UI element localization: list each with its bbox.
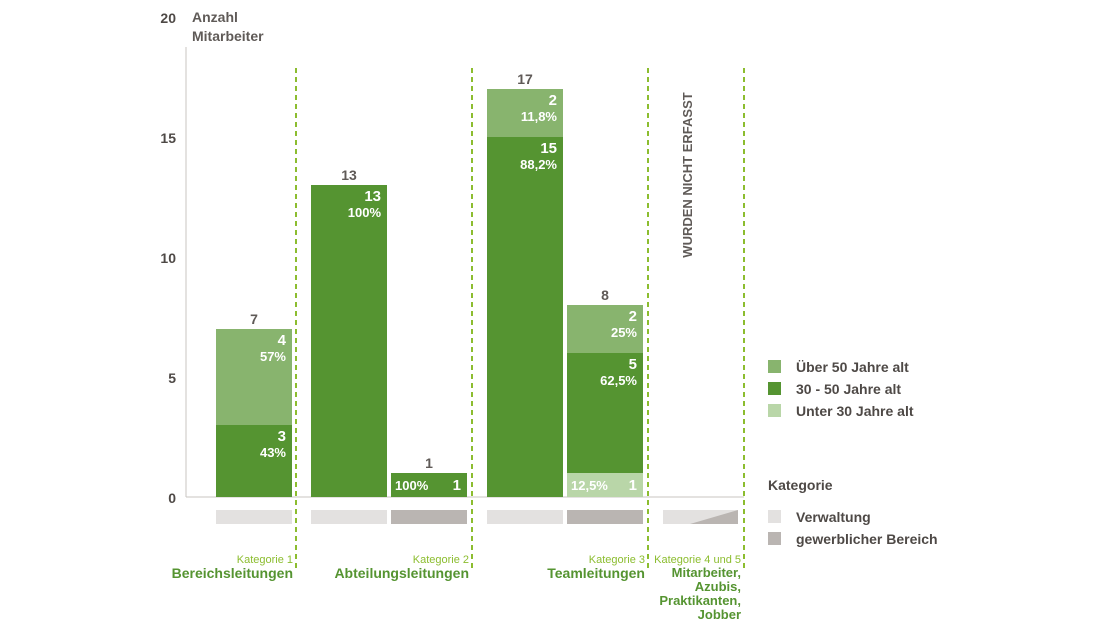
segment-percent-label: 12,5% <box>571 478 608 493</box>
bar-segment <box>216 425 292 497</box>
segment-value-label: 15 <box>540 140 557 157</box>
segment-percent-label: 62,5% <box>600 373 637 388</box>
legend-swatch <box>768 382 781 395</box>
legend-label: Verwaltung <box>796 509 871 525</box>
category-legend-title: Kategorie <box>768 477 833 493</box>
y-tick-label: 20 <box>160 10 176 26</box>
bar-segment <box>567 305 643 353</box>
legend-swatch <box>768 510 781 523</box>
y-tick-label: 0 <box>168 490 176 506</box>
area-indicator-swatch <box>690 510 738 524</box>
area-indicator-swatch <box>567 510 643 524</box>
legend-swatch <box>768 360 781 373</box>
bar-total-label: 1 <box>425 455 433 471</box>
group-category-label: Kategorie 2 <box>413 554 469 566</box>
segment-value-label: 2 <box>629 308 637 325</box>
area-indicator-swatch <box>311 510 387 524</box>
bar-total-label: 7 <box>250 311 258 327</box>
bar-segment <box>567 353 643 473</box>
segment-value-label: 3 <box>278 428 286 445</box>
group-name-label: Abteilungsleitungen <box>334 565 469 581</box>
legend-swatch <box>768 532 781 545</box>
y-tick-label: 15 <box>160 130 176 146</box>
legend-label: gewerblicher Bereich <box>796 531 938 547</box>
area-indicator-swatch <box>216 510 292 524</box>
bar-segment <box>567 473 643 497</box>
group-name-label: Bereichsleitungen <box>172 565 293 581</box>
segment-percent-label: 43% <box>260 445 286 460</box>
segment-percent-label: 25% <box>611 325 637 340</box>
legend-label: 30 - 50 Jahre alt <box>796 381 901 397</box>
segment-value-label: 5 <box>629 356 637 373</box>
segment-value-label: 13 <box>364 188 381 205</box>
area-indicator-swatch <box>391 510 467 524</box>
legend-label: Unter 30 Jahre alt <box>796 403 914 419</box>
bar-segment <box>391 473 467 497</box>
y-tick-label: 10 <box>160 250 176 266</box>
bar-total-label: 13 <box>341 167 357 183</box>
y-axis-title: Anzahl Mitarbeiter <box>192 9 264 44</box>
segment-percent-label: 11,8% <box>521 109 558 124</box>
segment-percent-label: 57% <box>260 349 286 364</box>
segment-value-label: 2 <box>549 92 557 109</box>
group-name-label: Teamleitungen <box>547 565 645 581</box>
segment-percent-label: 88,2% <box>520 157 557 172</box>
bar-segment <box>487 137 563 497</box>
segment-percent-label: 100% <box>395 478 429 493</box>
bar-segment <box>311 185 387 497</box>
y-tick-label: 5 <box>168 370 176 386</box>
group-category-label: Kategorie 3 <box>589 554 645 566</box>
segment-value-label: 1 <box>629 477 637 494</box>
bar-total-label: 17 <box>517 71 533 87</box>
segment-value-label: 4 <box>278 332 287 349</box>
group-category-label: Kategorie 4 und 5 <box>654 554 741 566</box>
segment-value-label: 1 <box>453 477 461 494</box>
group-name-label: Mitarbeiter, Azubis, Praktikanten, Jobber <box>659 565 741 622</box>
bar-segment <box>487 89 563 137</box>
bar-total-label: 8 <box>601 287 609 303</box>
area-indicator-swatch <box>487 510 563 524</box>
bar-segment <box>216 329 292 425</box>
legend-swatch <box>768 404 781 417</box>
segment-percent-label: 100% <box>348 205 382 220</box>
not-recorded-label: WURDEN NICHT ERFASST <box>680 92 695 257</box>
legend-label: Über 50 Jahre alt <box>796 359 909 375</box>
group-category-label: Kategorie 1 <box>237 554 293 566</box>
